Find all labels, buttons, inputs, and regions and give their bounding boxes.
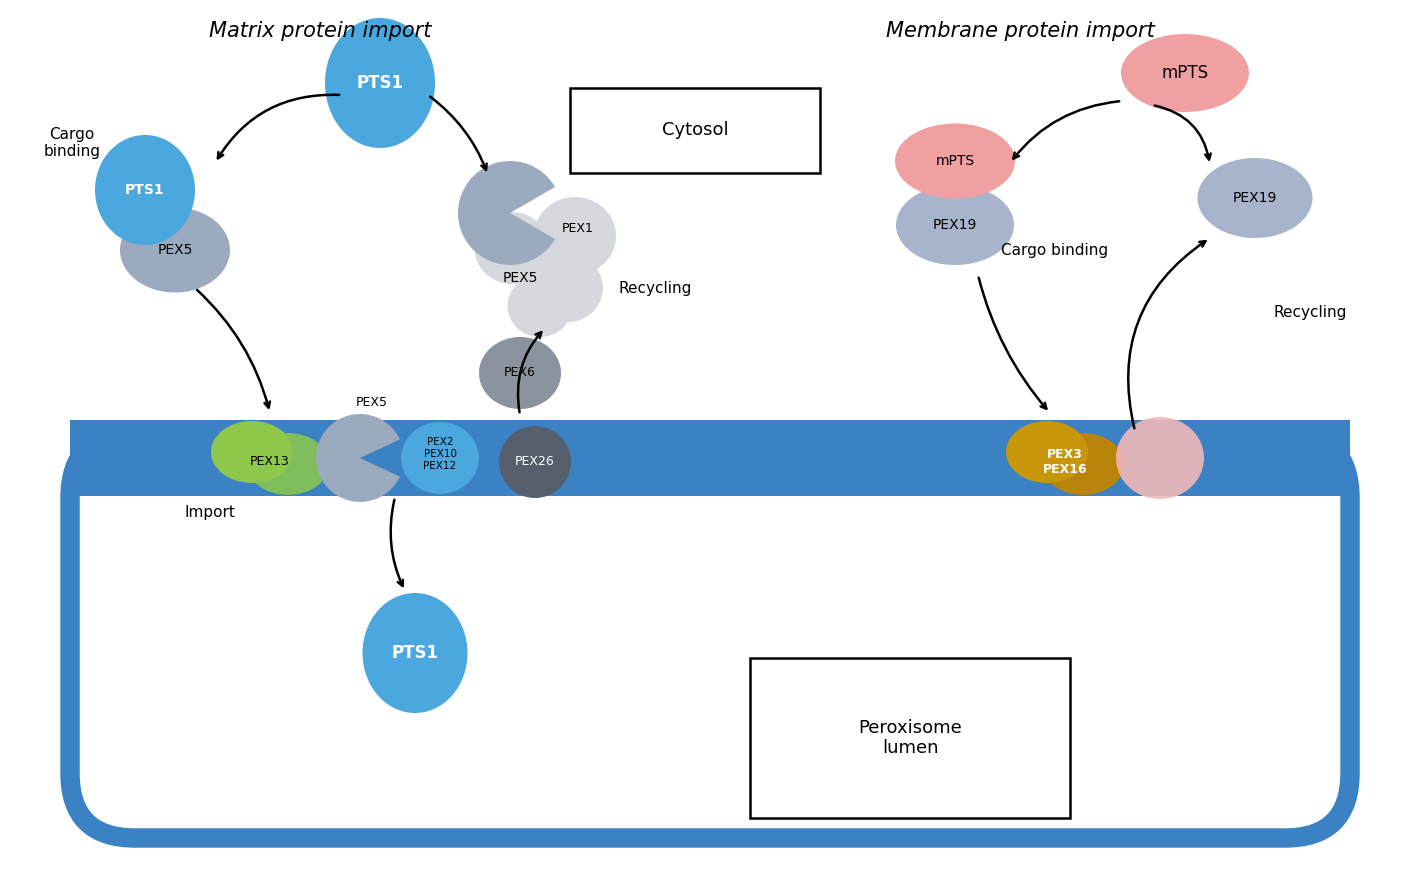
- Text: Matrix protein import: Matrix protein import: [208, 21, 431, 41]
- Ellipse shape: [479, 337, 560, 409]
- Text: PEX2
PEX10
PEX12: PEX2 PEX10 PEX12: [424, 437, 456, 471]
- FancyBboxPatch shape: [570, 88, 820, 173]
- Text: PEX19: PEX19: [1233, 191, 1278, 205]
- FancyBboxPatch shape: [750, 658, 1070, 818]
- Bar: [70, 420, 1350, 496]
- Ellipse shape: [325, 18, 435, 148]
- Ellipse shape: [499, 426, 570, 498]
- Text: mPTS: mPTS: [935, 154, 974, 168]
- Text: PEX3
PEX16: PEX3 PEX16: [1042, 448, 1087, 476]
- Text: PTS1: PTS1: [125, 183, 165, 197]
- Ellipse shape: [120, 208, 230, 292]
- Text: PEX13: PEX13: [250, 456, 289, 469]
- Text: Membrane protein import: Membrane protein import: [886, 21, 1155, 41]
- Ellipse shape: [1117, 417, 1204, 499]
- Ellipse shape: [1198, 158, 1312, 238]
- Ellipse shape: [475, 212, 549, 284]
- Ellipse shape: [508, 275, 572, 337]
- Text: PTS1: PTS1: [356, 74, 404, 92]
- Wedge shape: [458, 161, 555, 265]
- Text: Peroxisome
lumen: Peroxisome lumen: [858, 718, 963, 758]
- Text: mPTS: mPTS: [1161, 64, 1209, 82]
- Text: PEX19: PEX19: [933, 218, 977, 232]
- Text: Import: Import: [184, 505, 235, 520]
- Ellipse shape: [896, 185, 1014, 265]
- Text: PEX5: PEX5: [157, 243, 193, 257]
- Ellipse shape: [96, 135, 195, 245]
- Ellipse shape: [533, 197, 616, 275]
- Ellipse shape: [1005, 421, 1088, 483]
- Text: Cargo
binding: Cargo binding: [44, 127, 100, 159]
- FancyBboxPatch shape: [70, 433, 1350, 838]
- Ellipse shape: [362, 593, 468, 713]
- Ellipse shape: [247, 433, 329, 495]
- Text: Recycling: Recycling: [1273, 306, 1346, 320]
- Text: PEX5: PEX5: [502, 271, 538, 285]
- Text: PEX5: PEX5: [356, 396, 388, 409]
- Text: PEX26: PEX26: [515, 456, 555, 469]
- Text: Cargo binding: Cargo binding: [1001, 244, 1108, 258]
- Ellipse shape: [533, 254, 603, 322]
- Ellipse shape: [401, 422, 479, 494]
- Ellipse shape: [1121, 34, 1249, 112]
- Text: Cytosol: Cytosol: [662, 121, 729, 139]
- Wedge shape: [317, 414, 399, 502]
- Ellipse shape: [211, 421, 292, 483]
- Text: PEX6: PEX6: [503, 367, 536, 380]
- Text: PTS1: PTS1: [392, 644, 439, 662]
- Ellipse shape: [896, 123, 1015, 198]
- Text: PEX1: PEX1: [562, 222, 595, 235]
- Ellipse shape: [1042, 433, 1124, 495]
- Text: Recycling: Recycling: [619, 280, 692, 295]
